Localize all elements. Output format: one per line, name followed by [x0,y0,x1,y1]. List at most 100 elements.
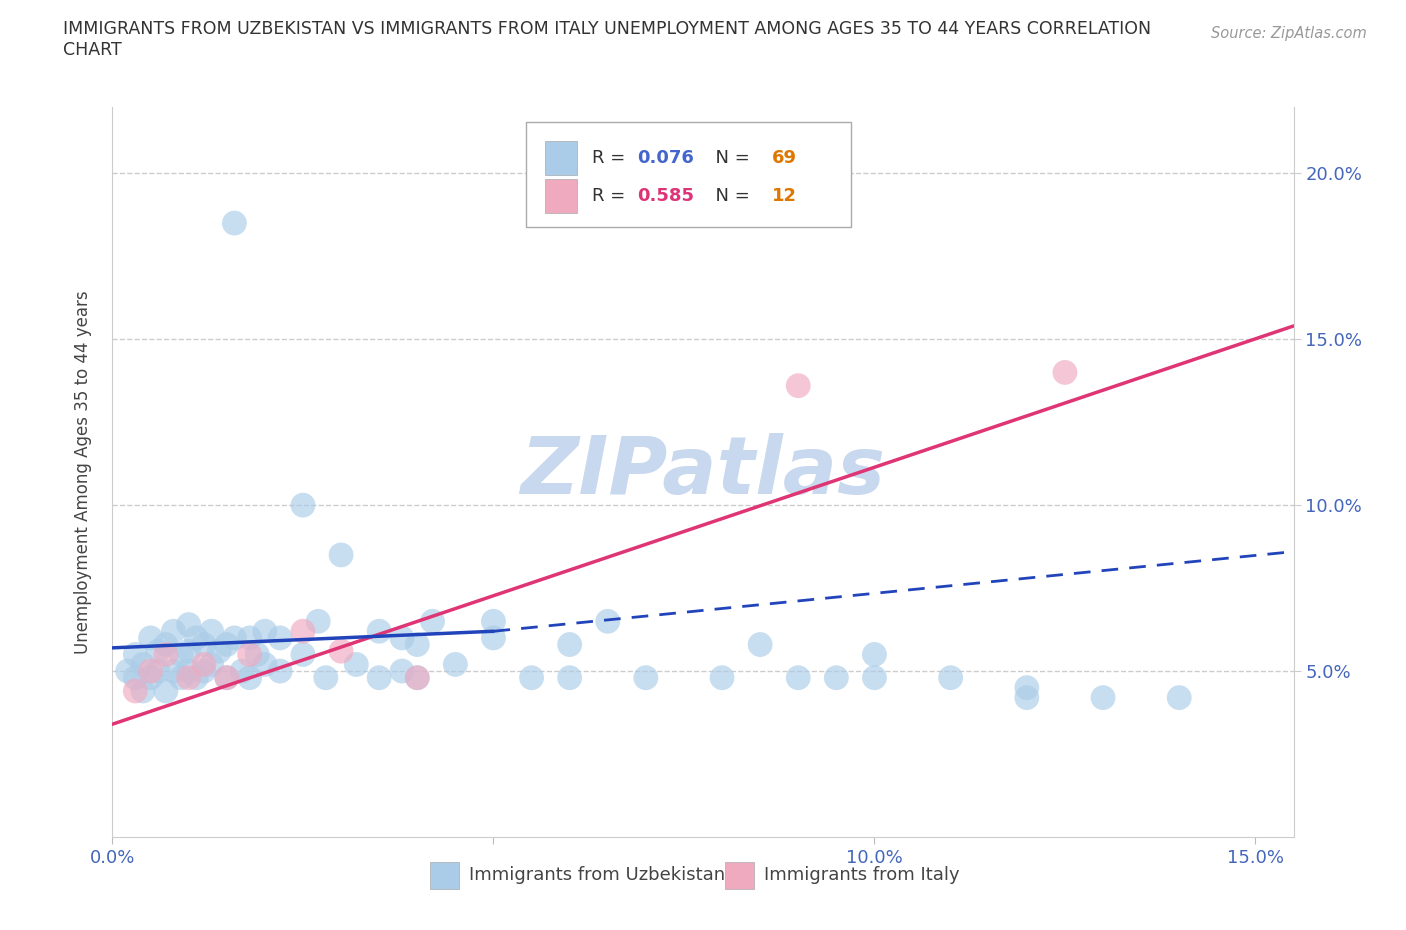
Point [315,671,337,685]
Point [186,631,208,645]
Point [124,647,146,662]
Point [215,671,238,685]
Point [224,216,246,231]
Point [368,671,391,685]
Point [162,624,184,639]
Point [482,614,505,629]
Point [330,644,353,658]
Point [124,671,146,685]
Point [939,671,962,685]
Point [193,637,215,652]
Point [117,664,139,679]
Point [239,631,262,645]
Point [215,671,238,685]
Text: 0.585: 0.585 [637,187,695,206]
Point [406,671,429,685]
Point [863,671,886,685]
Point [162,664,184,679]
Point [177,664,200,679]
Point [177,644,200,658]
Point [253,624,276,639]
FancyBboxPatch shape [544,179,576,213]
Point [422,614,444,629]
Text: CHART: CHART [63,41,122,59]
Text: 69: 69 [772,149,797,166]
Point [269,631,291,645]
Point [787,671,810,685]
Point [177,671,200,685]
Point [291,647,314,662]
Point [711,671,734,685]
Point [139,671,162,685]
Point [231,664,253,679]
Text: R =: R = [592,149,631,166]
Point [193,664,215,679]
Text: Immigrants from Italy: Immigrants from Italy [765,867,960,884]
Text: N =: N = [704,149,755,166]
Point [1015,690,1038,705]
Point [1168,690,1191,705]
Point [406,671,429,685]
Point [596,614,619,629]
Point [1092,690,1115,705]
Point [170,671,193,685]
Text: N =: N = [704,187,755,206]
Point [253,657,276,671]
Point [155,637,177,652]
Point [558,671,581,685]
Point [825,671,848,685]
FancyBboxPatch shape [430,862,458,889]
Point [139,664,162,679]
Point [391,664,413,679]
Point [148,644,170,658]
Text: IMMIGRANTS FROM UZBEKISTAN VS IMMIGRANTS FROM ITALY UNEMPLOYMENT AMONG AGES 35 T: IMMIGRANTS FROM UZBEKISTAN VS IMMIGRANTS… [63,20,1152,38]
Point [200,657,222,671]
Point [208,644,231,658]
Point [224,631,246,645]
FancyBboxPatch shape [526,122,851,228]
Text: Immigrants from Uzbekistan: Immigrants from Uzbekistan [470,867,725,884]
Point [124,684,146,698]
Point [170,647,193,662]
FancyBboxPatch shape [544,140,576,175]
Text: 12: 12 [772,187,797,206]
Point [558,637,581,652]
Point [148,664,170,679]
Point [787,379,810,393]
Point [200,624,222,639]
Point [330,548,353,563]
Point [749,637,772,652]
Point [186,671,208,685]
Point [368,624,391,639]
Text: R =: R = [592,187,631,206]
Point [155,647,177,662]
Point [482,631,505,645]
Point [177,618,200,632]
Point [391,631,413,645]
Point [344,657,367,671]
Point [1053,365,1076,379]
Text: ZIPatlas: ZIPatlas [520,433,886,511]
Point [863,647,886,662]
Point [291,624,314,639]
FancyBboxPatch shape [725,862,754,889]
Point [307,614,329,629]
Point [406,637,429,652]
Point [239,647,262,662]
Point [1015,680,1038,695]
Y-axis label: Unemployment Among Ages 35 to 44 years: Unemployment Among Ages 35 to 44 years [73,290,91,654]
Point [132,657,155,671]
Text: 0.076: 0.076 [637,149,693,166]
Point [634,671,657,685]
Point [269,664,291,679]
Point [193,657,215,671]
Point [291,498,314,512]
Text: Source: ZipAtlas.com: Source: ZipAtlas.com [1211,26,1367,41]
Point [139,631,162,645]
Point [246,647,269,662]
Point [132,684,155,698]
Point [215,637,238,652]
Point [155,684,177,698]
Point [520,671,543,685]
Point [239,671,262,685]
